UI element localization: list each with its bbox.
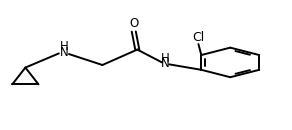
Text: N: N (161, 57, 169, 70)
Text: N: N (60, 46, 69, 59)
Text: O: O (129, 17, 138, 30)
Text: Cl: Cl (192, 31, 205, 44)
Text: H: H (161, 52, 169, 65)
Text: H: H (60, 40, 69, 53)
